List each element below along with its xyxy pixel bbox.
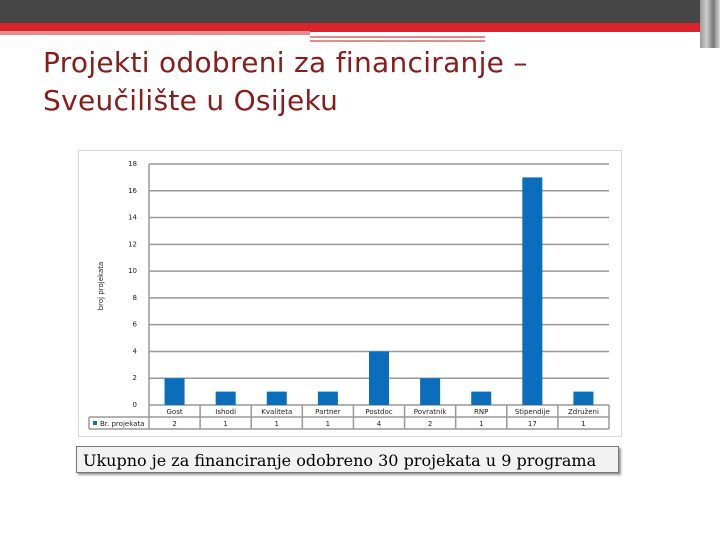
table-value: 1: [581, 420, 585, 428]
table-value: 17: [528, 420, 537, 428]
y-tick-label: 8: [133, 294, 137, 302]
title-line-1: Projekti odobreni za financiranje –: [43, 46, 528, 79]
table-value: 2: [428, 420, 432, 428]
bar-združeni: [573, 391, 594, 405]
x-tick-label: Povratnik: [414, 408, 448, 416]
table-value: 4: [377, 420, 382, 428]
x-tick-label: Postdoc: [365, 408, 392, 416]
y-tick-label: 4: [133, 347, 138, 355]
table-value: 1: [223, 420, 227, 428]
bar-partner: [317, 391, 338, 405]
legend-label: Br. projekata: [100, 420, 144, 428]
x-tick-label: Ishodi: [215, 408, 236, 416]
accent-line: [310, 38, 485, 40]
bar-povratnik: [420, 378, 441, 405]
y-tick-label: 10: [128, 267, 137, 275]
x-tick-label: Partner: [315, 408, 341, 416]
bar-rnp: [471, 391, 492, 405]
x-tick-label: Kvaliteta: [261, 408, 292, 416]
y-tick-label: 12: [128, 240, 137, 248]
x-tick-label: Gost: [167, 408, 183, 416]
bar-postdoc: [369, 351, 389, 405]
summary-caption: Ukupno je za financiranje odobreno 30 pr…: [76, 446, 619, 473]
slide-title: Projekti odobreni za financiranje – Sveu…: [43, 44, 528, 120]
chart-container: broj projekata 0 2 4 6 8 10 12 14 16 18 Br. projek…: [78, 150, 622, 437]
table-value: 1: [275, 420, 279, 428]
red-accent-bar: [0, 23, 700, 32]
x-tick-label: RNP: [474, 408, 488, 416]
bar-stipendije: [522, 177, 543, 405]
legend-swatch: [93, 421, 97, 425]
y-tick-label: 18: [128, 160, 137, 168]
top-bar: [0, 0, 700, 23]
y-tick-label: 16: [128, 187, 137, 195]
title-line-2: Sveučilište u Osijeku: [43, 84, 339, 117]
table-value: 2: [172, 420, 176, 428]
table-value: 1: [479, 420, 483, 428]
y-tick-label: 0: [133, 401, 137, 409]
y-axis-label: broj projekata: [97, 262, 105, 311]
bar-ishodi: [215, 391, 236, 405]
window-edge: [700, 0, 720, 48]
y-tick-label: 14: [128, 214, 137, 222]
accent-stripe: [0, 31, 310, 35]
y-tick-label: 2: [133, 374, 137, 382]
bar-kvaliteta: [266, 391, 287, 405]
table-value: 1: [326, 420, 330, 428]
x-tick-label: Stipendije: [515, 408, 550, 416]
bar-gost: [164, 378, 185, 405]
y-tick-label: 6: [133, 321, 138, 329]
x-tick-label: Združeni: [568, 408, 599, 416]
